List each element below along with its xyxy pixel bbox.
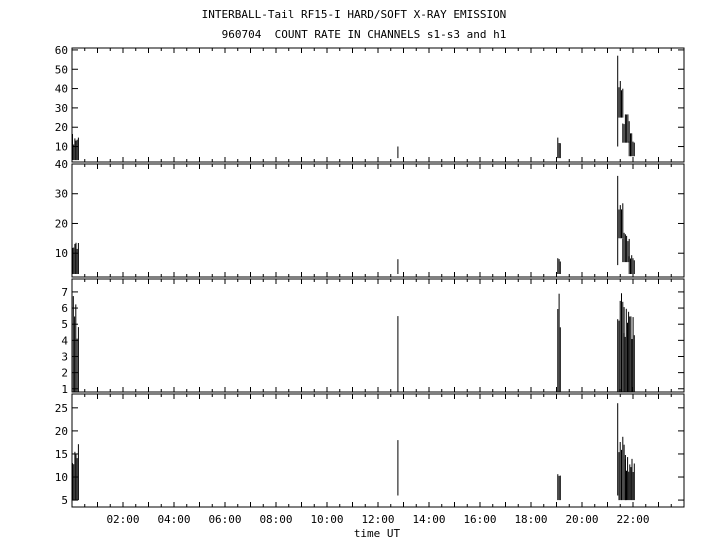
y-tick-label: 5 xyxy=(61,318,68,331)
x-tick-label: 02:00 xyxy=(106,513,139,526)
panel-1: 10 20 30 40 50 60 xyxy=(55,44,685,163)
x-tick-label: 20:00 xyxy=(565,513,598,526)
y-tick-label: 30 xyxy=(55,188,68,201)
x-tick-label: 18:00 xyxy=(514,513,547,526)
y-tick-label: 10 xyxy=(55,247,68,260)
x-axis-label: time UT xyxy=(354,527,401,540)
x-tick-label: 14:00 xyxy=(412,513,445,526)
y-tick-label: 7 xyxy=(61,286,68,299)
y-tick-label: 50 xyxy=(55,63,68,76)
y-tick-label: 20 xyxy=(55,217,68,230)
y-tick-label: 6 xyxy=(61,302,68,315)
y-tick-label: 4 xyxy=(61,334,68,347)
y-tick-label: 40 xyxy=(55,83,68,96)
x-tick-label: 16:00 xyxy=(463,513,496,526)
chart-title: INTERBALL-Tail RF15-I HARD/SOFT X-RAY EM… xyxy=(201,8,507,21)
y-tick-label: 3 xyxy=(61,350,68,363)
y-tick-label: 10 xyxy=(55,141,68,154)
panel-2: 10 20 30 40 xyxy=(55,158,685,278)
x-axis: 02:00 04:00 06:00 08:00 10:00 12:00 14:00 16:00… xyxy=(106,513,649,526)
panel-3: 1 2 3 4 5 6 7 xyxy=(61,278,685,396)
x-tick-label: 04:00 xyxy=(157,513,190,526)
y-tick-label: 20 xyxy=(55,121,68,134)
y-tick-label: 10 xyxy=(55,471,68,484)
panel-frame xyxy=(71,47,685,163)
panel-frame xyxy=(71,393,685,508)
x-tick-label: 10:00 xyxy=(310,513,343,526)
y-tick-label: 30 xyxy=(55,102,68,115)
x-tick-label: 22:00 xyxy=(616,513,649,526)
y-tick-label: 40 xyxy=(55,158,68,171)
x-tick-label: 06:00 xyxy=(208,513,241,526)
panel-frame xyxy=(71,163,685,278)
y-tick-label: 15 xyxy=(55,448,68,461)
y-tick-label: 2 xyxy=(61,367,68,380)
x-tick-label: 12:00 xyxy=(361,513,394,526)
chart-panels: 10 20 30 40 50 60 10 20 30 40 1 2 3 4 5 6 7 5 10 15 20 25 xyxy=(55,44,685,508)
panel-4: 5 10 15 20 25 xyxy=(55,393,685,508)
y-tick-label: 60 xyxy=(55,44,68,57)
chart-subtitle: 960704 COUNT RATE IN CHANNELS s1-s3 and … xyxy=(221,28,507,41)
panel-frame xyxy=(71,278,685,393)
y-tick-label: 1 xyxy=(61,383,68,396)
y-tick-label: 5 xyxy=(61,494,68,507)
y-tick-label: 25 xyxy=(55,402,68,415)
x-tick-label: 08:00 xyxy=(259,513,292,526)
y-tick-label: 20 xyxy=(55,425,68,438)
